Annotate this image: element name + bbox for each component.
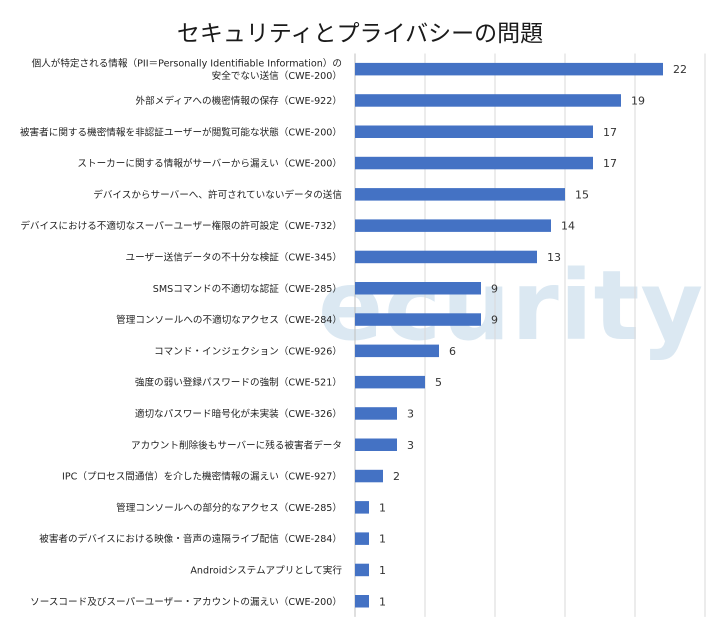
data-label: 3: [407, 407, 414, 420]
bar: [355, 501, 369, 514]
chart-title: セキュリティとプライバシーの問題: [176, 21, 544, 47]
category-label: 個人が特定される情報（PII＝Personally Identifiable I…: [32, 57, 342, 69]
bar: [355, 156, 593, 170]
category-label: コマンド・インジェクション（CWE-926）: [154, 345, 342, 357]
data-label: 1: [379, 501, 386, 514]
category-label: デバイスにおける不適切なスーパーユーザー権限の許可設定（CWE-732）: [20, 220, 342, 232]
category-label: 適切なパスワード暗号化が未実装（CWE-326）: [135, 408, 342, 420]
data-label: 22: [673, 63, 687, 76]
data-label: 2: [393, 470, 400, 483]
category-label: アカウント削除後もサーバーに残る被害者データ: [131, 439, 342, 451]
bar: [355, 313, 481, 326]
category-label: Androidシステムアプリとして実行: [190, 564, 342, 576]
data-label: 3: [407, 439, 414, 452]
data-label: 1: [379, 564, 386, 577]
bar: [355, 344, 439, 358]
data-label: 5: [435, 376, 442, 389]
bar: [355, 532, 369, 545]
data-label: 9: [491, 282, 498, 295]
bar: [355, 407, 397, 420]
bar: [355, 595, 369, 608]
bar: [355, 94, 621, 107]
category-label: デバイスからサーバーへ、許可されていないデータの送信: [93, 189, 342, 201]
category-label: 外部メディアへの機密情報の保存（CWE-922）: [136, 95, 342, 107]
category-labels: 個人が特定される情報（PII＝Personally Identifiable I…: [20, 57, 342, 607]
category-label: 強度の弱い登録パスワードの強制（CWE-521）: [135, 377, 342, 389]
gridlines: [424, 53, 706, 617]
category-label: 管理コンソールへの部分的なアクセス（CWE-285）: [116, 502, 342, 514]
bar: [355, 375, 425, 389]
bars: [355, 62, 663, 608]
data-label: 19: [631, 94, 645, 107]
data-label: 14: [561, 220, 575, 233]
bar: [355, 62, 663, 76]
data-label: 9: [491, 314, 498, 327]
category-label: 安全でない送信（CWE-200）: [212, 70, 342, 82]
bar: [355, 125, 593, 138]
bar: [355, 563, 369, 577]
bar: [355, 188, 565, 201]
data-label: 6: [449, 345, 456, 358]
category-label: ストーカーに関する情報がサーバーから漏えい（CWE-200）: [77, 158, 342, 170]
bar: [355, 250, 537, 264]
bar: [355, 282, 481, 295]
category-label: ユーザー送信データの不十分な検証（CWE-345）: [125, 251, 342, 263]
category-label: SMSコマンドの不適切な認証（CWE-285）: [153, 283, 342, 295]
category-label: IPC（プロセス間通信）を介した機密情報の漏えい（CWE-927）: [62, 471, 342, 483]
data-labels: 22 19 17 17 15 14 13 9 9 6 5 3 3 2 1 1 1 1: [379, 63, 687, 608]
category-label: 被害者のデバイスにおける映像・音声の遠隔ライブ配信（CWE-284）: [39, 533, 342, 545]
bar: [355, 219, 551, 232]
data-label: 15: [575, 188, 589, 201]
data-label: 17: [603, 126, 617, 139]
category-label: 被害者に関する機密情報を非認証ユーザーが閲覧可能な状態（CWE-200）: [20, 126, 342, 138]
data-label: 17: [603, 157, 617, 170]
data-label: 13: [547, 251, 561, 264]
category-label: 管理コンソールへの不適切なアクセス（CWE-284）: [116, 314, 342, 326]
bar: [355, 469, 383, 483]
bar: [355, 438, 397, 451]
data-label: 1: [379, 533, 386, 546]
category-label: ソースコード及びスーパーユーザー・アカウントの漏えい（CWE-200）: [30, 596, 342, 608]
data-label: 1: [379, 595, 386, 608]
